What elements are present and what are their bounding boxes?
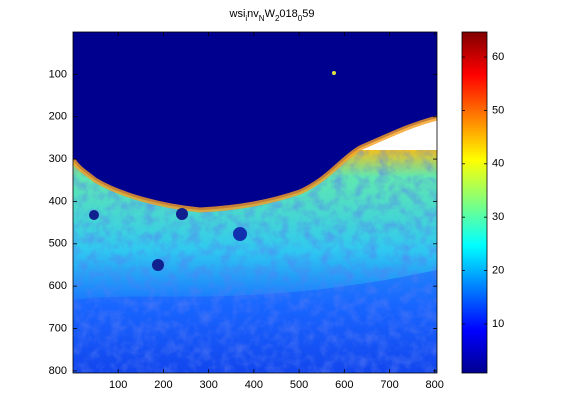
colorbar-tick-label: 60 xyxy=(492,51,504,63)
axes-frame xyxy=(72,31,438,374)
colorbar-tick-label: 30 xyxy=(492,211,504,223)
colorbar-tick-label: 50 xyxy=(492,104,504,116)
x-tick-label: 600 xyxy=(335,379,353,391)
x-tick-label: 500 xyxy=(290,379,308,391)
x-tick-label: 700 xyxy=(380,379,398,391)
title-part: wsi xyxy=(229,8,246,20)
title-part: 2 xyxy=(275,14,280,23)
x-tick-label: 100 xyxy=(109,379,127,391)
title-part: i xyxy=(245,14,247,23)
y-tick-label: 800 xyxy=(49,365,67,377)
x-tick-label: 200 xyxy=(154,379,172,391)
chart-title: wsiinvNW2018059 xyxy=(229,8,315,23)
title-part: 59 xyxy=(302,8,314,20)
y-tick-label: 500 xyxy=(49,238,67,250)
title-part: W xyxy=(265,8,276,20)
title-part: 0 xyxy=(298,14,303,23)
colorbar xyxy=(461,31,488,374)
title-part: N xyxy=(259,14,265,23)
colorbar-tick-label: 10 xyxy=(492,318,504,330)
colorbar-tick-label: 20 xyxy=(492,264,504,276)
y-tick-label: 200 xyxy=(49,111,67,123)
y-tick-label: 300 xyxy=(49,153,67,165)
y-tick-label: 700 xyxy=(49,322,67,334)
y-tick-label: 400 xyxy=(49,195,67,207)
y-tick-label: 100 xyxy=(49,68,67,80)
colorbar-tick-label: 40 xyxy=(492,158,504,170)
x-tick-label: 800 xyxy=(426,379,444,391)
y-tick-label: 600 xyxy=(49,280,67,292)
x-tick-label: 300 xyxy=(199,379,217,391)
title-part: 018 xyxy=(279,8,297,20)
title-part: nv xyxy=(247,8,259,20)
x-tick-label: 400 xyxy=(245,379,263,391)
image xyxy=(73,32,437,373)
